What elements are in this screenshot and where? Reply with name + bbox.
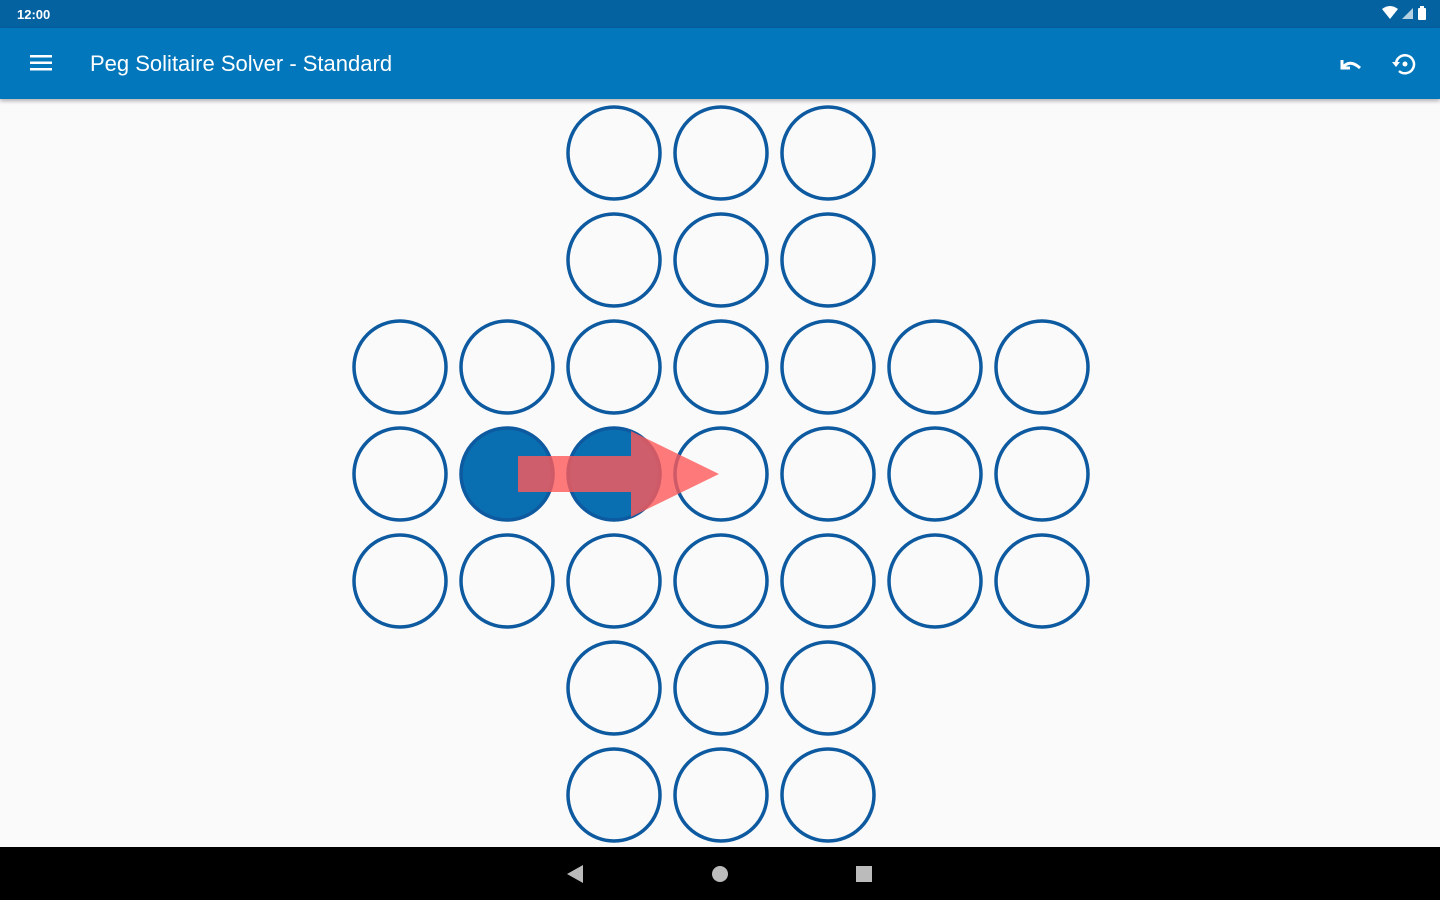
hint-arrow: [518, 431, 719, 517]
empty-hole[interactable]: [566, 319, 662, 415]
empty-hole[interactable]: [566, 212, 662, 308]
empty-hole[interactable]: [780, 426, 876, 522]
game-board: [352, 105, 1090, 843]
empty-hole[interactable]: [887, 533, 983, 629]
empty-hole[interactable]: [459, 319, 555, 415]
empty-hole[interactable]: [780, 212, 876, 308]
back-icon[interactable]: [562, 861, 588, 887]
empty-hole[interactable]: [994, 426, 1090, 522]
empty-hole[interactable]: [352, 533, 448, 629]
hamburger-menu-icon[interactable]: [28, 52, 54, 74]
empty-hole[interactable]: [994, 319, 1090, 415]
empty-hole[interactable]: [887, 426, 983, 522]
empty-hole[interactable]: [780, 640, 876, 736]
restore-icon[interactable]: [1388, 48, 1420, 80]
empty-hole[interactable]: [780, 533, 876, 629]
empty-hole[interactable]: [673, 640, 769, 736]
empty-hole[interactable]: [780, 319, 876, 415]
empty-hole[interactable]: [673, 319, 769, 415]
empty-hole[interactable]: [352, 426, 448, 522]
undo-icon[interactable]: [1334, 48, 1366, 80]
empty-hole[interactable]: [780, 747, 876, 843]
hint-arrow-head: [631, 431, 719, 517]
app-bar: Peg Solitaire Solver - Standard: [0, 28, 1440, 99]
signal-icon: [1402, 8, 1413, 19]
empty-hole[interactable]: [566, 533, 662, 629]
empty-hole[interactable]: [887, 319, 983, 415]
home-icon[interactable]: [707, 861, 733, 887]
empty-hole[interactable]: [459, 533, 555, 629]
empty-hole[interactable]: [673, 105, 769, 201]
empty-hole[interactable]: [673, 212, 769, 308]
empty-hole[interactable]: [780, 105, 876, 201]
hint-arrow-shaft: [518, 456, 651, 492]
empty-hole[interactable]: [566, 747, 662, 843]
nav-bar: [0, 847, 1440, 900]
page-title: Peg Solitaire Solver - Standard: [90, 51, 393, 76]
empty-hole[interactable]: [673, 747, 769, 843]
wifi-icon: [1382, 6, 1398, 19]
empty-hole[interactable]: [673, 533, 769, 629]
status-time: 12:00: [17, 7, 51, 22]
recents-icon[interactable]: [851, 861, 877, 887]
battery-icon: [1418, 6, 1426, 20]
empty-hole[interactable]: [352, 319, 448, 415]
status-bar: 12:00: [0, 0, 1440, 28]
empty-hole[interactable]: [566, 105, 662, 201]
empty-hole[interactable]: [994, 533, 1090, 629]
empty-hole[interactable]: [566, 640, 662, 736]
